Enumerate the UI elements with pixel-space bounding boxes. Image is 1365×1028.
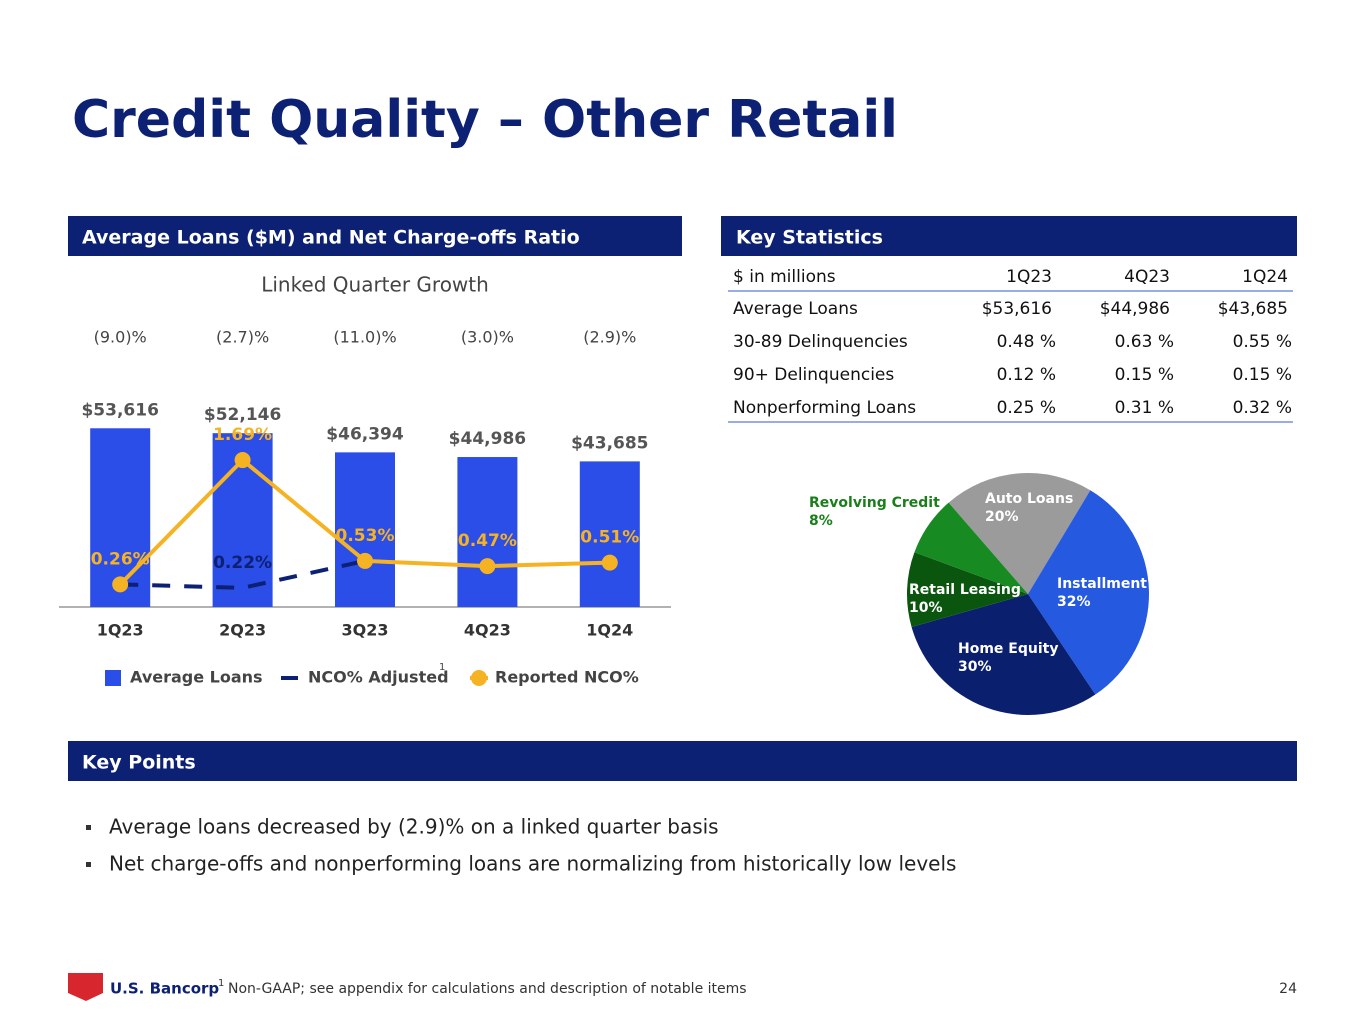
point-label: 0.47% [458,531,517,551]
legend-label: NCO% Adjusted [308,668,449,687]
x-tick-label: 4Q23 [464,621,511,640]
table-cell: $43,685 [1218,299,1288,319]
footnote-marker: 1 [218,978,224,989]
key-point: Net charge-offs and nonperforming loans … [109,852,956,876]
table-cell: $53,616 [982,299,1052,319]
section-bar [68,741,1297,781]
pie-label: Auto Loans [985,491,1073,507]
x-tick-label: 2Q23 [219,621,266,640]
point [479,558,496,575]
logo-mark [68,973,103,1001]
page-number: 24 [1279,981,1297,997]
legend-label: Reported NCO% [495,668,639,687]
bullet [86,825,91,830]
table-cell: 90+ Delinquencies [733,365,894,385]
pie-label: Retail Leasing [909,582,1021,598]
table-cell: Average Loans [733,299,858,319]
table-cell: 0.15 % [1115,365,1174,385]
table-cell: 0.63 % [1115,332,1174,352]
footnote: Non-GAAP; see appendix for calculations … [228,981,747,997]
chart-subtitle: Linked Quarter Growth [261,273,489,297]
legend-swatch [281,676,298,680]
table-cell: 0.15 % [1233,365,1292,385]
bar-label: $53,616 [81,400,158,420]
growth-label: (2.7)% [216,328,269,347]
legend-label: Average Loans [130,668,263,687]
point [234,452,251,469]
line [120,558,366,590]
slide-title: Credit Quality – Other Retail [72,90,898,150]
bar [579,461,640,607]
pie-value-label: 8% [809,513,833,529]
table-header: 4Q23 [1124,267,1170,287]
pie-slice [948,473,1091,594]
section-title: Key Statistics [736,227,883,249]
growth-label: (9.0)% [94,328,147,347]
section-bar [68,216,682,256]
bar [457,457,518,607]
table-cell: 0.32 % [1233,398,1292,418]
section-bar [721,216,1297,256]
point-label: 1.69% [213,425,272,445]
point-label: 0.26% [91,549,150,569]
growth-label: (11.0)% [333,328,396,347]
table-cell: Nonperforming Loans [733,398,916,418]
key-point: Average loans decreased by (2.9)% on a l… [109,815,719,839]
pie-value-label: 10% [909,600,943,616]
x-tick-label: 1Q23 [97,621,144,640]
pie-slice [914,502,1028,594]
pie-slice [1028,490,1149,695]
table-header: $ in millions [733,267,836,287]
logo-text: U.S. Bancorp [110,980,219,998]
table-cell: 0.48 % [997,332,1056,352]
pie-value-label: 32% [1057,594,1091,610]
growth-label: (2.9)% [583,328,636,347]
pie-label: Installment [1057,576,1147,592]
section-title: Average Loans ($M) and Net Charge-offs R… [82,227,580,249]
x-tick-label: 3Q23 [342,621,389,640]
growth-label: (3.0)% [461,328,514,347]
legend-swatch [471,670,487,686]
point-label: 0.51% [580,528,639,548]
table-cell: $44,986 [1100,299,1170,319]
pie-value-label: 30% [958,659,992,675]
section-title: Key Points [82,752,196,774]
table-cell: 0.31 % [1115,398,1174,418]
pie-slice [911,594,1096,716]
pie-value-label: 20% [985,509,1019,525]
table-cell: 0.25 % [997,398,1056,418]
table-cell: 0.12 % [997,365,1056,385]
bar [335,452,395,607]
point [357,552,373,569]
legend-footnote-marker: 1 [439,662,445,673]
x-tick-label: 1Q24 [586,621,633,640]
point [601,554,618,571]
bar-label: $52,146 [204,405,281,425]
table-header: 1Q23 [1006,267,1052,287]
bar-label: $43,685 [571,433,648,453]
pie-slice [906,552,1028,627]
legend-swatch [105,670,121,686]
table-header: 1Q24 [1242,267,1288,287]
table-cell: 0.55 % [1233,332,1292,352]
point [112,576,129,593]
point-label: 0.53% [336,526,395,546]
pie-label: Home Equity [958,641,1058,657]
bullet [86,862,91,867]
pie-label: Revolving Credit [809,495,940,511]
bar-label: $46,394 [326,424,404,444]
point-label: 0.22% [213,553,272,573]
bar-label: $44,986 [449,429,526,449]
table-cell: 30-89 Delinquencies [733,332,908,352]
